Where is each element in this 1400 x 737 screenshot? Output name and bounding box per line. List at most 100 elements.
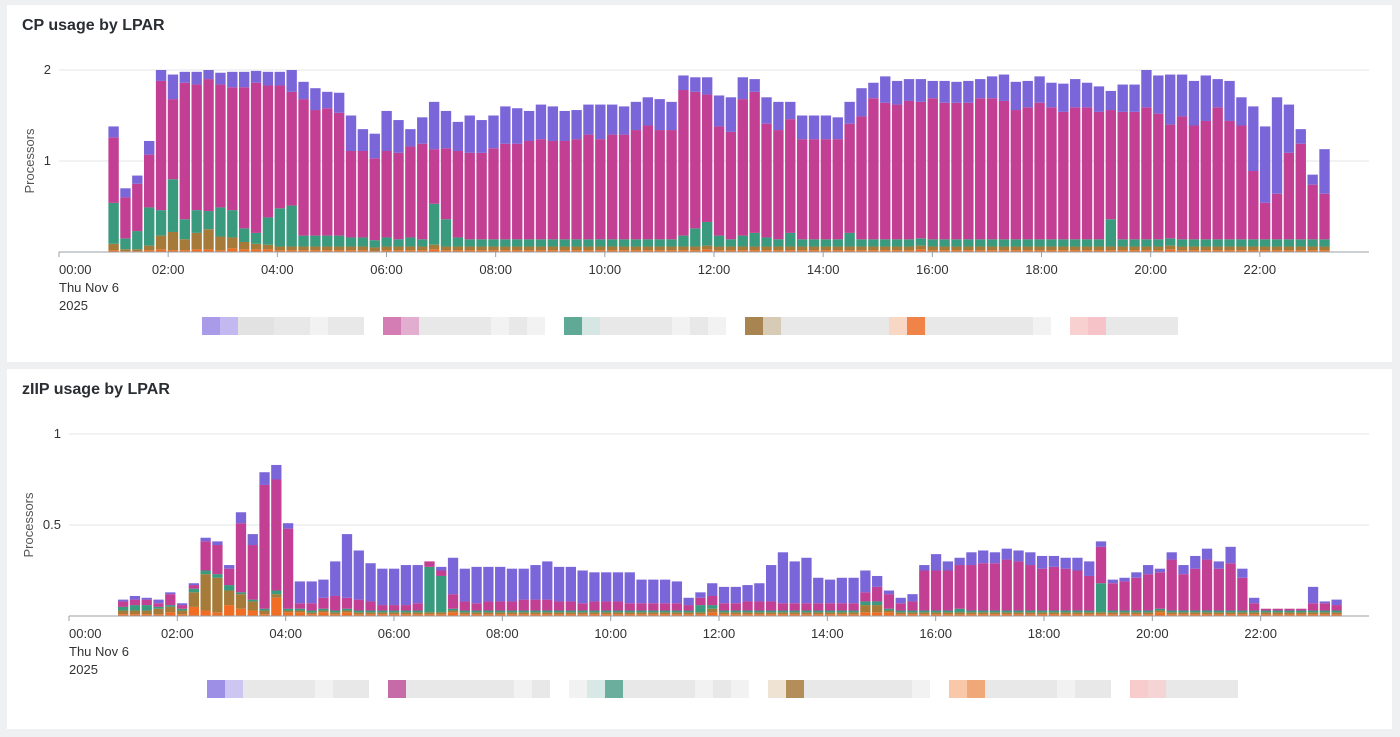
- bar-segment[interactable]: [848, 610, 859, 613]
- bar-segment[interactable]: [523, 239, 535, 247]
- bar-segment[interactable]: [1034, 239, 1045, 247]
- bar-segment[interactable]: [179, 239, 190, 251]
- bar-segment[interactable]: [725, 239, 737, 247]
- bar-segment[interactable]: [227, 248, 238, 252]
- bar-segment[interactable]: [868, 239, 879, 247]
- bar-segment[interactable]: [618, 239, 630, 247]
- legend-swatch[interactable]: [292, 317, 310, 335]
- bar-segment[interactable]: [785, 250, 796, 252]
- bar-segment[interactable]: [966, 612, 977, 615]
- bar-segment[interactable]: [951, 239, 962, 247]
- bar-segment[interactable]: [553, 612, 565, 615]
- bar-segment[interactable]: [1188, 250, 1200, 252]
- bar-segment[interactable]: [440, 246, 452, 251]
- bar-segment[interactable]: [191, 232, 202, 250]
- bar-segment[interactable]: [883, 608, 895, 611]
- bar-segment[interactable]: [883, 610, 895, 613]
- bar-segment[interactable]: [713, 95, 725, 127]
- bar-segment[interactable]: [742, 612, 753, 615]
- bar-segment[interactable]: [1319, 149, 1330, 194]
- bar-segment[interactable]: [583, 239, 594, 247]
- bar-segment[interactable]: [1190, 614, 1201, 616]
- bar-segment[interactable]: [388, 568, 400, 606]
- bar-segment[interactable]: [1060, 568, 1071, 611]
- bar-segment[interactable]: [547, 250, 559, 252]
- legend-swatch[interactable]: [961, 317, 979, 335]
- bar-segment[interactable]: [310, 110, 321, 236]
- bar-segment[interactable]: [1283, 246, 1295, 251]
- bar-segment[interactable]: [951, 102, 962, 240]
- bar-segment[interactable]: [1271, 193, 1283, 240]
- bar-segment[interactable]: [271, 479, 282, 591]
- bar-segment[interactable]: [765, 601, 777, 611]
- bar-segment[interactable]: [176, 605, 188, 609]
- bar-segment[interactable]: [777, 610, 789, 613]
- bar-segment[interactable]: [144, 207, 155, 246]
- bar-segment[interactable]: [907, 614, 918, 616]
- bar-segment[interactable]: [428, 249, 440, 252]
- bar-segment[interactable]: [1295, 129, 1306, 144]
- bar-segment[interactable]: [495, 601, 506, 611]
- bar-segment[interactable]: [500, 106, 511, 144]
- bar-segment[interactable]: [930, 610, 942, 613]
- bar-segment[interactable]: [666, 239, 677, 247]
- bar-segment[interactable]: [737, 77, 748, 100]
- bar-segment[interactable]: [176, 610, 188, 615]
- bar-segment[interactable]: [271, 594, 282, 598]
- legend-swatch[interactable]: [1142, 317, 1160, 335]
- bar-segment[interactable]: [459, 612, 470, 615]
- bar-segment[interactable]: [224, 565, 235, 569]
- bar-segment[interactable]: [1105, 246, 1116, 251]
- bar-segment[interactable]: [836, 612, 847, 615]
- bar-segment[interactable]: [978, 612, 989, 615]
- bar-segment[interactable]: [271, 590, 282, 595]
- bar-segment[interactable]: [250, 249, 262, 252]
- bar-segment[interactable]: [330, 614, 341, 616]
- bar-segment[interactable]: [424, 614, 435, 616]
- legend-swatch[interactable]: [1106, 317, 1124, 335]
- bar-segment[interactable]: [1141, 246, 1152, 251]
- bar-segment[interactable]: [1236, 246, 1247, 251]
- bar-segment[interactable]: [612, 610, 624, 613]
- bar-segment[interactable]: [595, 239, 606, 247]
- bar-segment[interactable]: [1058, 250, 1069, 252]
- bar-segment[interactable]: [1001, 612, 1012, 615]
- bar-segment[interactable]: [618, 246, 630, 251]
- bar-segment[interactable]: [153, 606, 164, 609]
- bar-segment[interactable]: [476, 246, 487, 251]
- bar-segment[interactable]: [1072, 614, 1083, 616]
- bar-segment[interactable]: [749, 246, 760, 251]
- bar-segment[interactable]: [357, 250, 369, 252]
- bar-segment[interactable]: [761, 237, 772, 247]
- bar-segment[interactable]: [1237, 610, 1248, 613]
- bar-segment[interactable]: [678, 246, 689, 251]
- bar-segment[interactable]: [1105, 250, 1116, 252]
- bar-segment[interactable]: [718, 612, 730, 615]
- bar-segment[interactable]: [377, 605, 388, 611]
- bar-segment[interactable]: [559, 140, 570, 240]
- legend-swatch[interactable]: [1003, 680, 1021, 698]
- bar-segment[interactable]: [381, 150, 392, 238]
- bar-segment[interactable]: [120, 238, 131, 250]
- bar-segment[interactable]: [1119, 577, 1130, 582]
- bar-segment[interactable]: [1154, 612, 1166, 616]
- bar-segment[interactable]: [836, 614, 847, 616]
- bar-segment[interactable]: [565, 612, 576, 615]
- bar-segment[interactable]: [247, 599, 258, 602]
- bar-segment[interactable]: [742, 601, 753, 611]
- bar-segment[interactable]: [357, 129, 369, 151]
- bar-segment[interactable]: [144, 245, 155, 251]
- bar-segment[interactable]: [707, 583, 718, 596]
- bar-segment[interactable]: [129, 605, 141, 611]
- bar-segment[interactable]: [636, 579, 647, 604]
- bar-segment[interactable]: [713, 246, 725, 251]
- bar-segment[interactable]: [1283, 152, 1295, 240]
- bar-segment[interactable]: [238, 87, 250, 229]
- bar-segment[interactable]: [353, 612, 364, 615]
- bar-segment[interactable]: [577, 610, 588, 613]
- bar-segment[interactable]: [844, 123, 855, 233]
- bar-segment[interactable]: [856, 250, 867, 252]
- bar-segment[interactable]: [880, 239, 891, 247]
- bar-segment[interactable]: [891, 104, 903, 240]
- bar-segment[interactable]: [978, 610, 989, 613]
